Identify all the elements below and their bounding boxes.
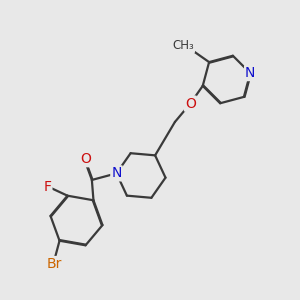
Text: N: N [245, 66, 255, 80]
Text: CH₃: CH₃ [172, 39, 194, 52]
Text: O: O [80, 152, 91, 166]
Text: F: F [44, 181, 51, 194]
Text: N: N [111, 167, 122, 180]
Text: O: O [185, 97, 196, 111]
Text: Br: Br [46, 257, 62, 271]
